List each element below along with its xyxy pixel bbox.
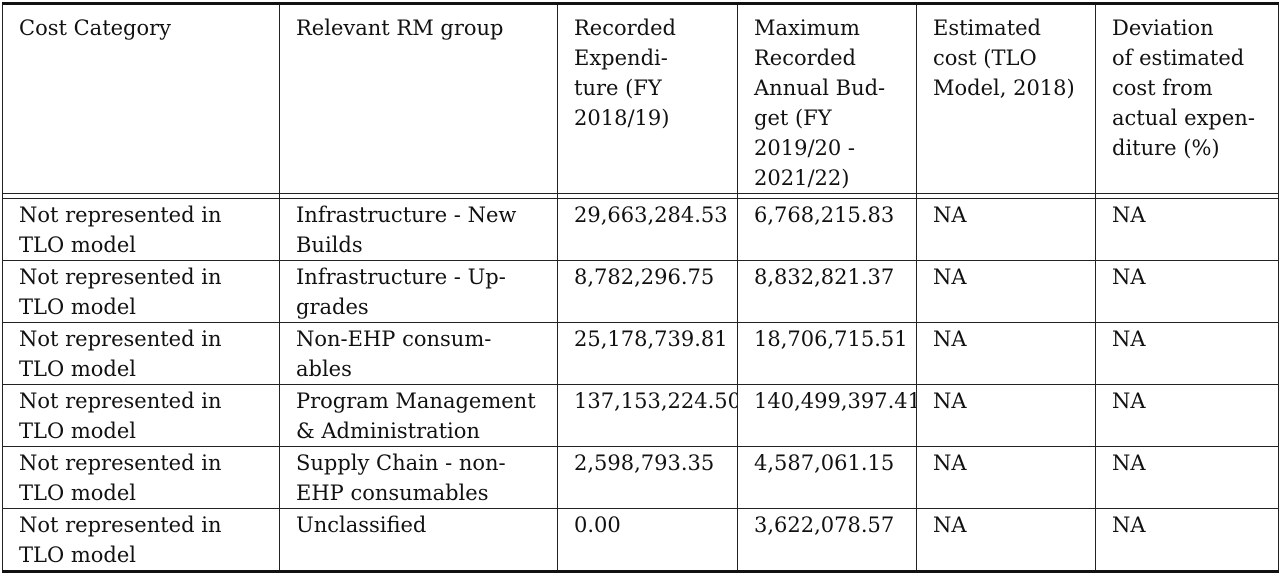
table-row: Not represented in TLO model Unclassifie… bbox=[2, 508, 1279, 573]
header-max-annual-budget: Maximum Recorded Annual Bud- get (FY 201… bbox=[737, 2, 917, 194]
header-separator bbox=[2, 193, 1279, 199]
table-row: Not represented in TLO model Supply Chai… bbox=[2, 446, 1279, 509]
cell-estimated-cost: NA bbox=[916, 508, 1096, 573]
cell-max-annual-budget: 18,706,715.51 bbox=[737, 322, 917, 385]
cell-cost-category: Not represented in TLO model bbox=[2, 508, 280, 573]
table-row: Not represented in TLO model Program Man… bbox=[2, 384, 1279, 447]
cell-deviation: NA bbox=[1095, 198, 1279, 261]
cell-recorded-expenditure: 0.00 bbox=[557, 508, 738, 573]
cell-recorded-expenditure: 25,178,739.81 bbox=[557, 322, 738, 385]
cell-rm-group: Unclassified bbox=[279, 508, 558, 573]
header-rm-group: Relevant RM group bbox=[279, 2, 558, 194]
cell-recorded-expenditure: 29,663,284.53 bbox=[557, 198, 738, 261]
header-estimated-cost: Estimated cost (TLO Model, 2018) bbox=[916, 2, 1096, 194]
cell-cost-category: Not represented in TLO model bbox=[2, 384, 280, 447]
cell-rm-group: Infrastructure - Up- grades bbox=[279, 260, 558, 323]
cell-cost-category: Not represented in TLO model bbox=[2, 322, 280, 385]
table-row: Not represented in TLO model Infrastruct… bbox=[2, 198, 1279, 261]
cell-estimated-cost: NA bbox=[916, 198, 1096, 261]
cell-recorded-expenditure: 2,598,793.35 bbox=[557, 446, 738, 509]
cell-deviation: NA bbox=[1095, 508, 1279, 573]
cell-max-annual-budget: 3,622,078.57 bbox=[737, 508, 917, 573]
header-deviation: Deviation of estimated cost from actual … bbox=[1095, 2, 1279, 194]
cell-max-annual-budget: 4,587,061.15 bbox=[737, 446, 917, 509]
cell-max-annual-budget: 140,499,397.41 bbox=[737, 384, 917, 447]
cell-deviation: NA bbox=[1095, 446, 1279, 509]
cell-recorded-expenditure: 137,153,224.50 bbox=[557, 384, 738, 447]
cell-rm-group: Program Management & Administration bbox=[279, 384, 558, 447]
cell-estimated-cost: NA bbox=[916, 446, 1096, 509]
table-row: Not represented in TLO model Non-EHP con… bbox=[2, 322, 1279, 385]
table-row: Not represented in TLO model Infrastruct… bbox=[2, 260, 1279, 323]
cell-rm-group: Supply Chain - non- EHP consumables bbox=[279, 446, 558, 509]
header-cost-category: Cost Category bbox=[2, 2, 280, 194]
cell-estimated-cost: NA bbox=[916, 260, 1096, 323]
cell-max-annual-budget: 6,768,215.83 bbox=[737, 198, 917, 261]
cell-cost-category: Not represented in TLO model bbox=[2, 198, 280, 261]
cell-recorded-expenditure: 8,782,296.75 bbox=[557, 260, 738, 323]
cell-estimated-cost: NA bbox=[916, 322, 1096, 385]
cell-rm-group: Infrastructure - New Builds bbox=[279, 198, 558, 261]
cell-estimated-cost: NA bbox=[916, 384, 1096, 447]
cell-rm-group: Non-EHP consum- ables bbox=[279, 322, 558, 385]
cell-cost-category: Not represented in TLO model bbox=[2, 260, 280, 323]
cell-max-annual-budget: 8,832,821.37 bbox=[737, 260, 917, 323]
cell-cost-category: Not represented in TLO model bbox=[2, 446, 280, 509]
header-recorded-expenditure: Recorded Expendi- ture (FY 2018/19) bbox=[557, 2, 738, 194]
cell-deviation: NA bbox=[1095, 260, 1279, 323]
header-row: Cost Category Relevant RM group Recorded… bbox=[2, 2, 1279, 194]
cell-deviation: NA bbox=[1095, 322, 1279, 385]
cell-deviation: NA bbox=[1095, 384, 1279, 447]
